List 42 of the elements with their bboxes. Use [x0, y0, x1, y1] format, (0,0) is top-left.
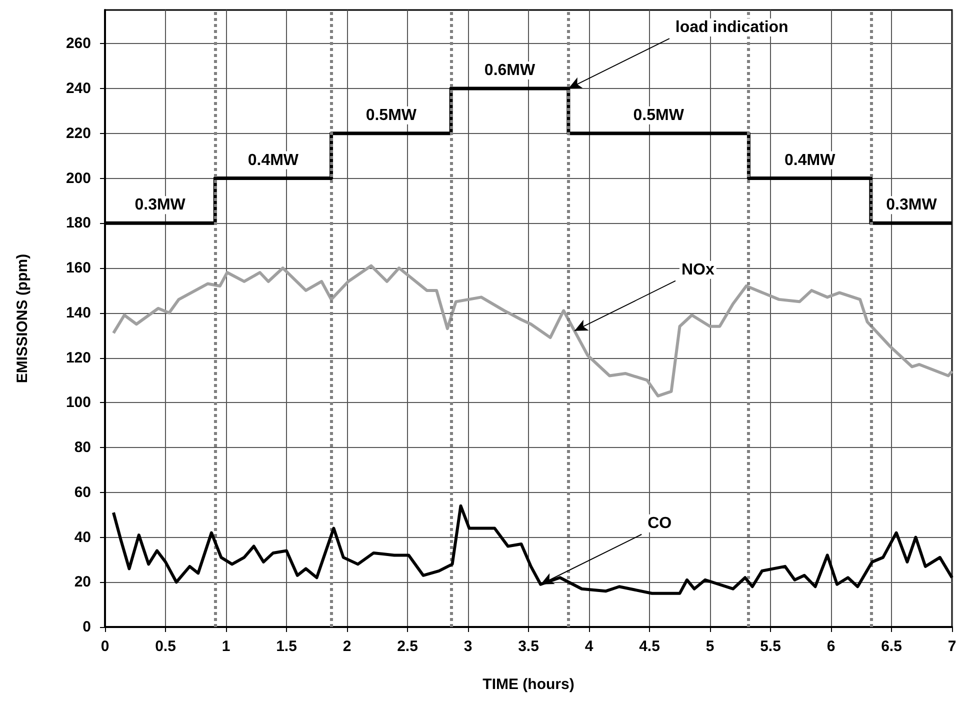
y-axis-title: EMISSIONS (ppm) [14, 254, 31, 384]
y-tick-label: 140 [66, 304, 91, 322]
y-tick-label: 220 [66, 124, 91, 142]
annotation: 0.3MW [886, 196, 938, 214]
x-axis-title: TIME (hours) [482, 676, 574, 693]
x-tick-label: 4.5 [639, 638, 660, 655]
x-tick-label: 2 [342, 638, 352, 655]
y-tick-label: 120 [66, 349, 91, 366]
x-tick-label: 7 [948, 638, 956, 655]
x-tick-label: 3.5 [518, 638, 539, 655]
y-tick-label: 240 [66, 80, 91, 98]
x-tick-label: 1 [222, 638, 230, 655]
annotation: 0.5MW [366, 106, 418, 124]
annotation: CO [648, 514, 672, 532]
x-tick-label: 0.5 [155, 638, 176, 655]
y-tick-label: 80 [74, 439, 91, 456]
annotation: 0.5MW [633, 106, 685, 124]
x-tick-label: 6 [826, 638, 836, 655]
y-tick-label: 260 [66, 35, 91, 52]
y-tick-label: 60 [74, 484, 91, 501]
line-series [112, 264, 954, 398]
annotation: NOx [681, 261, 714, 278]
y-tick-label: 100 [66, 394, 91, 412]
x-tick-label: 1.5 [276, 638, 297, 655]
x-tick-label: 0 [100, 638, 110, 655]
annotation: load indication [675, 19, 788, 36]
y-tick-label: 20 [74, 574, 91, 591]
annotation: 0.4MW [784, 152, 836, 169]
x-tick-label: 5.5 [760, 638, 781, 655]
x-tick-label: 2.5 [397, 638, 418, 655]
annotation: 0.4MW [248, 152, 300, 169]
y-tick-label: 40 [74, 528, 91, 546]
x-tick-label: 3 [464, 638, 472, 655]
y-tick-label: 0 [82, 618, 91, 636]
x-tick-label: 6.5 [881, 638, 902, 655]
y-tick-label: 200 [66, 170, 91, 187]
annotation: 0.6MW [484, 62, 536, 80]
x-tick-label: 5 [706, 638, 714, 655]
y-tick-label: 160 [66, 260, 91, 277]
annotation: 0.3MW [134, 196, 186, 214]
y-tick-label: 180 [66, 214, 91, 232]
x-tick-label: 4 [584, 638, 594, 655]
